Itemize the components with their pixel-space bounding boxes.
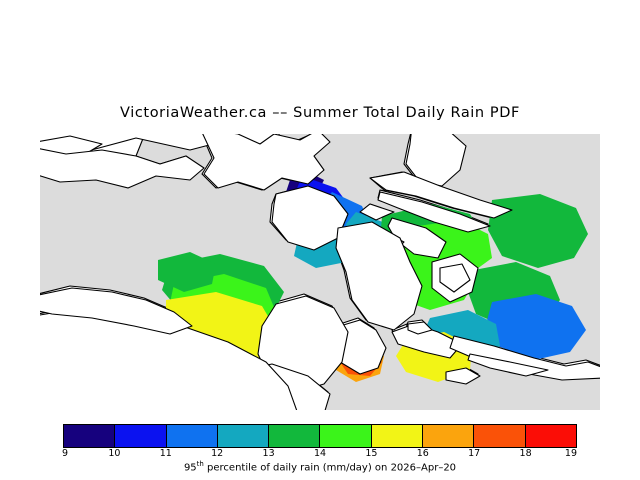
colorbar-tick-9: 9 bbox=[62, 448, 69, 459]
colorbar-tick-18: 18 bbox=[519, 448, 532, 459]
contour-region-13-14-e bbox=[158, 252, 216, 292]
colorbar-segment-12-13[interactable] bbox=[217, 425, 270, 447]
colorbar-segment-17-18[interactable] bbox=[474, 425, 526, 447]
map-canvas[interactable] bbox=[40, 134, 600, 410]
colorbar-segment-14-15[interactable] bbox=[320, 425, 372, 447]
colorbar-segment-9-10[interactable] bbox=[64, 425, 116, 447]
colorbar-gradient[interactable] bbox=[63, 424, 577, 448]
colorbar-tick-10: 10 bbox=[108, 448, 121, 459]
colorbar-tick-14: 14 bbox=[313, 448, 327, 459]
caption-description: percentile of daily rain (mm/day) on 202… bbox=[203, 462, 457, 474]
colorbar-tick-11: 11 bbox=[159, 448, 172, 459]
contour-region-11-12-b bbox=[486, 294, 586, 360]
colorbar-segment-16-17[interactable] bbox=[423, 425, 475, 447]
colorbar-tick-17: 17 bbox=[468, 448, 481, 459]
map-svg bbox=[40, 134, 600, 410]
caption-percentile-number: 95 bbox=[183, 462, 197, 474]
page-title: VictoriaWeather.ca –– Summer Total Daily… bbox=[120, 105, 520, 121]
colorbar-segment-10-11[interactable] bbox=[115, 425, 167, 447]
contour-region-13-14-b bbox=[488, 194, 588, 268]
caption-ordinal-suffix: th bbox=[196, 460, 204, 468]
colorbar-tick-13: 13 bbox=[262, 448, 275, 459]
colorbar-segment-11-12[interactable] bbox=[166, 425, 218, 447]
colorbar-segment-18-19[interactable] bbox=[525, 425, 576, 447]
land-overlay bbox=[40, 134, 600, 410]
colorbar-tick-15: 15 bbox=[365, 448, 378, 459]
colorbar[interactable] bbox=[63, 424, 577, 448]
colorbar-tick-labels: 9 10 11 12 13 14 15 16 17 18 19 bbox=[62, 448, 577, 462]
colorbar-tick-16: 16 bbox=[416, 448, 429, 459]
colorbar-tick-12: 12 bbox=[211, 448, 224, 459]
colorbar-segment-13-14[interactable] bbox=[269, 425, 321, 447]
colorbar-segment-15-16[interactable] bbox=[371, 425, 424, 447]
colorbar-tick-19: 19 bbox=[564, 448, 577, 459]
colorbar-caption: 95th percentile of daily rain (mm/day) o… bbox=[0, 460, 640, 473]
